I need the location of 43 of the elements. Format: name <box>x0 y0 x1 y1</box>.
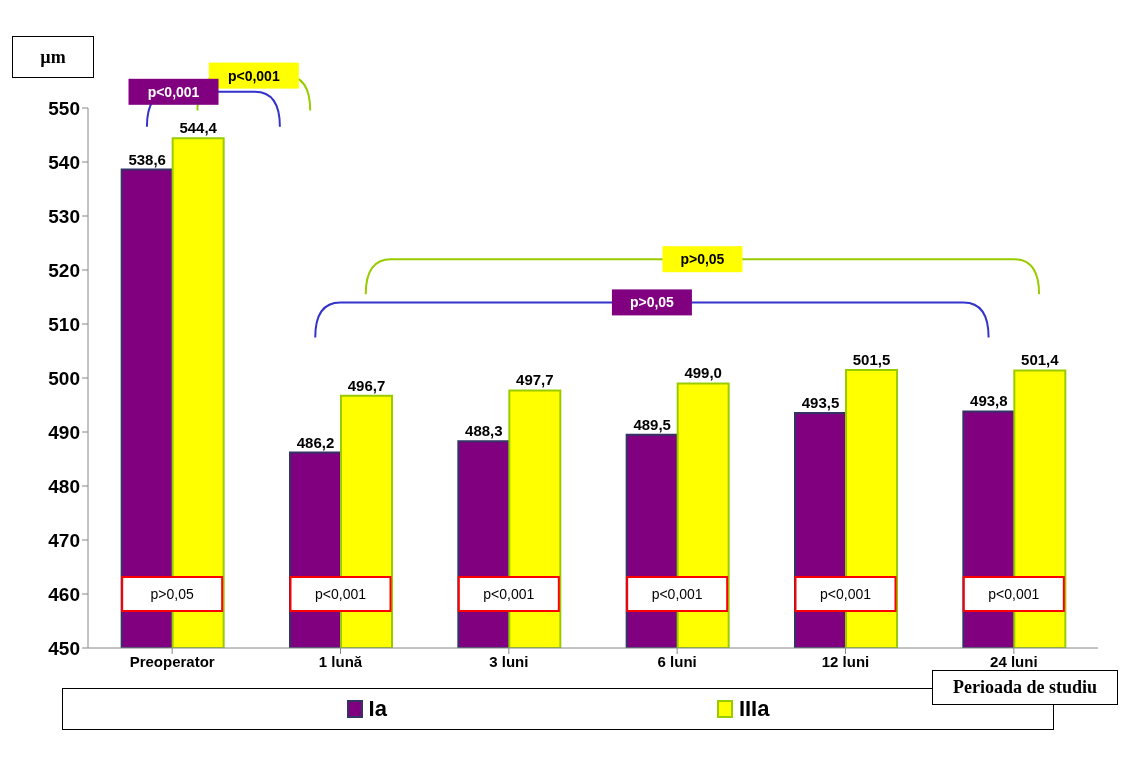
x-axis-title: Perioada de studiu <box>931 670 1118 705</box>
data-label: 544,4 <box>179 119 218 137</box>
x-tick-label: 3 luni <box>489 652 529 670</box>
y-tick-label: 450 <box>48 637 80 659</box>
data-label: 501,5 <box>852 350 891 368</box>
x-tick-label: 6 luni <box>657 652 697 670</box>
y-tick-label: 460 <box>48 583 80 605</box>
x-tick-label: 12 luni <box>821 652 870 670</box>
annotation: p>0,05 <box>150 586 194 602</box>
y-tick-label: 480 <box>48 475 80 497</box>
data-label: 489,5 <box>633 415 671 433</box>
annotation: p<0,001 <box>483 586 535 602</box>
legend-label: Ia <box>367 696 387 722</box>
data-label: 538,6 <box>128 150 166 168</box>
data-label: 499,0 <box>684 364 722 382</box>
annotation: p<0,001 <box>988 586 1040 602</box>
annotation: p>0,05 <box>629 294 675 311</box>
annotation: p>0,05 <box>680 251 725 268</box>
y-tick-label: 500 <box>48 367 80 389</box>
y-tick-label: 550 <box>48 97 80 119</box>
y-tick-label: 530 <box>48 205 80 227</box>
y-tick-label: 520 <box>48 259 80 281</box>
annotation: p<0,001 <box>315 586 367 602</box>
data-label: 496,7 <box>347 376 386 394</box>
y-tick-label: 490 <box>48 421 80 443</box>
data-label: 501,4 <box>1021 351 1060 369</box>
data-label: 497,7 <box>516 371 554 389</box>
data-label: 486,2 <box>296 433 335 451</box>
legend-label: IIIa <box>737 696 770 722</box>
annotation: p<0,001 <box>651 586 703 602</box>
data-label: 488,3 <box>465 422 503 440</box>
x-tick-label: 24 luni <box>990 652 1038 670</box>
y-tick-label: 510 <box>48 313 80 335</box>
annotation: p<0,001 <box>820 586 872 602</box>
x-tick-label: 1 lună <box>318 652 363 670</box>
data-label: 493,8 <box>970 392 1008 410</box>
text: p<0,001 <box>147 83 200 100</box>
y-tick-label: 470 <box>48 529 80 551</box>
data-label: 493,5 <box>801 394 840 412</box>
y-axis-title: µm <box>12 36 94 78</box>
x-tick-label: Preoperator <box>129 652 215 670</box>
y-tick-label: 540 <box>48 151 80 173</box>
text: p<0,001 <box>227 67 280 84</box>
